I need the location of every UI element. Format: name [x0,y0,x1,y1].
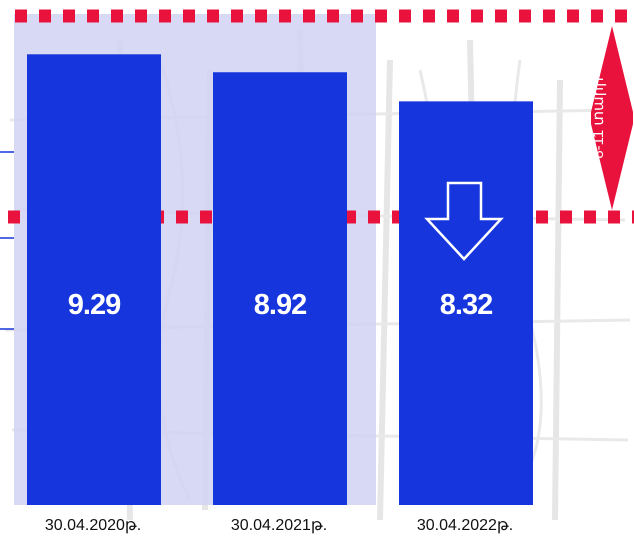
value-label: 8.92 [254,289,306,321]
category-label: 30.04.2020թ. [45,517,141,534]
category-label: 30.04.2022թ. [417,517,513,534]
bar [399,101,533,505]
bar [27,54,161,506]
target-range-label: 8-11 տարի [590,77,607,158]
bar [213,72,347,505]
value-label: 8.32 [440,289,492,321]
value-label: 9.29 [68,289,121,321]
down-arrow-icon [424,181,504,261]
double-arrow-badge-icon [591,26,633,210]
category-label: 30.04.2021թ. [231,517,327,534]
